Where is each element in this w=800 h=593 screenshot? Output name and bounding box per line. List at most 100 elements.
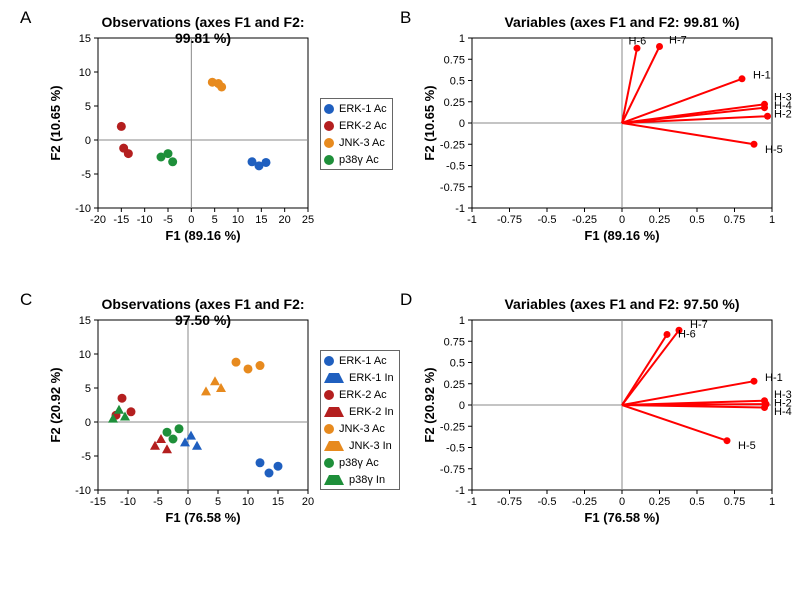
svg-text:5: 5: [85, 101, 91, 113]
svg-text:-0.75: -0.75: [440, 464, 465, 476]
svg-text:20: 20: [279, 214, 291, 226]
legend-label: ERK-1 Ac: [339, 355, 387, 367]
svg-text:-10: -10: [75, 485, 91, 497]
legend-label: p38γ Ac: [339, 457, 379, 469]
panel-A: A Observations (axes F1 and F2: 99.81 %) -…: [20, 8, 400, 258]
data-point: [127, 407, 136, 416]
legend-item: p38γ Ac: [322, 151, 391, 168]
legend-item: ERK-1 Ac: [322, 100, 391, 117]
svg-text:-10: -10: [137, 214, 153, 226]
svg-text:0: 0: [185, 496, 191, 508]
svg-text:10: 10: [79, 67, 91, 79]
loading-label: H-6: [678, 328, 696, 340]
legend-item: p38γ Ac: [322, 454, 398, 471]
loading-label: H-4: [774, 406, 792, 418]
svg-text:-0.25: -0.25: [440, 139, 465, 151]
data-point: [164, 149, 173, 158]
legend-item: ERK-2 In: [322, 403, 398, 420]
svg-text:-0.25: -0.25: [572, 496, 597, 508]
svg-text:0.5: 0.5: [689, 214, 704, 226]
svg-text:-5: -5: [163, 214, 173, 226]
legend-label: JNK-3 In: [349, 440, 392, 452]
loading-vector: [622, 334, 667, 405]
svg-text:10: 10: [232, 214, 244, 226]
svg-text:15: 15: [79, 33, 91, 45]
loading-point: [751, 378, 758, 385]
data-point: [169, 435, 178, 444]
legend: ERK-1 AcERK-2 AcJNK-3 Acp38γ Ac: [320, 98, 393, 170]
loading-point: [761, 404, 768, 411]
svg-text:-5: -5: [81, 169, 91, 181]
legend: ERK-1 AcERK-1 InERK-2 AcERK-2 InJNK-3 Ac…: [320, 350, 400, 490]
legend-item: ERK-1 In: [322, 369, 398, 386]
panel-label-A: A: [20, 8, 31, 28]
loading-point: [751, 141, 758, 148]
legend-swatch: [324, 356, 334, 366]
svg-text:0: 0: [459, 400, 465, 412]
loading-point: [739, 75, 746, 82]
data-point: [262, 158, 271, 167]
svg-text:0: 0: [188, 214, 194, 226]
svg-text:1: 1: [769, 496, 775, 508]
legend-item: JNK-3 Ac: [322, 420, 398, 437]
loading-point: [724, 437, 731, 444]
panel-C: CObservations (axes F1 and F2: 97.50 %)-…: [20, 290, 400, 590]
legend-swatch: [324, 155, 334, 165]
svg-text:-15: -15: [90, 496, 106, 508]
chart-svg: -1-0.75-0.5-0.2500.250.50.751-1-0.75-0.5…: [400, 290, 800, 540]
svg-text:0: 0: [85, 135, 91, 147]
loading-point: [656, 43, 663, 50]
loading-vector: [622, 405, 727, 441]
svg-text:0: 0: [619, 214, 625, 226]
svg-text:10: 10: [242, 496, 254, 508]
loading-vector: [622, 48, 637, 123]
svg-text:-0.5: -0.5: [538, 496, 557, 508]
svg-text:5: 5: [85, 383, 91, 395]
svg-text:15: 15: [255, 214, 267, 226]
legend-label: ERK-2 In: [349, 406, 394, 418]
data-point: [232, 358, 241, 367]
legend-item: JNK-3 In: [322, 437, 398, 454]
panel-label-B: B: [400, 8, 411, 28]
panel-B: BVariables (axes F1 and F2: 99.81 %)-1-0…: [400, 8, 800, 258]
svg-text:0.75: 0.75: [724, 214, 745, 226]
svg-text:0.25: 0.25: [649, 496, 670, 508]
svg-text:1: 1: [459, 315, 465, 327]
panel-D: DVariables (axes F1 and F2: 97.50 %)-1-0…: [400, 290, 800, 540]
legend-swatch: [324, 458, 334, 468]
data-point: [192, 441, 202, 450]
svg-text:-15: -15: [113, 214, 129, 226]
svg-text:-10: -10: [75, 203, 91, 215]
data-point: [274, 462, 283, 471]
legend-swatch: [324, 373, 344, 383]
data-point: [244, 364, 253, 373]
svg-text:20: 20: [302, 496, 314, 508]
data-point: [163, 428, 172, 437]
svg-text:0.25: 0.25: [444, 97, 465, 109]
loading-label: H-5: [738, 440, 756, 452]
chart-title: Observations (axes F1 and F2: 99.81 %): [98, 14, 308, 46]
svg-text:5: 5: [215, 496, 221, 508]
data-point: [118, 394, 127, 403]
svg-text:0.5: 0.5: [450, 76, 465, 88]
svg-text:0: 0: [619, 496, 625, 508]
svg-text:0.75: 0.75: [444, 336, 465, 348]
svg-text:-0.5: -0.5: [446, 161, 465, 173]
panel-label-C: C: [20, 290, 32, 310]
loading-label: H-2: [774, 109, 792, 121]
chart-title: Variables (axes F1 and F2: 97.50 %): [472, 296, 772, 312]
svg-text:-0.5: -0.5: [446, 443, 465, 455]
legend-swatch: [324, 104, 334, 114]
loading-label: H-5: [765, 144, 783, 156]
loading-vector: [622, 123, 754, 144]
data-point: [210, 376, 220, 385]
svg-text:0: 0: [459, 118, 465, 130]
legend-item: JNK-3 Ac: [322, 134, 391, 151]
chart-svg: -1-0.75-0.5-0.2500.250.50.751-1-0.75-0.5…: [400, 8, 800, 258]
data-point: [114, 405, 124, 414]
svg-text:-5: -5: [81, 451, 91, 463]
loading-point: [664, 331, 671, 338]
loading-point: [764, 113, 771, 120]
svg-text:-10: -10: [120, 496, 136, 508]
legend-swatch: [324, 390, 334, 400]
